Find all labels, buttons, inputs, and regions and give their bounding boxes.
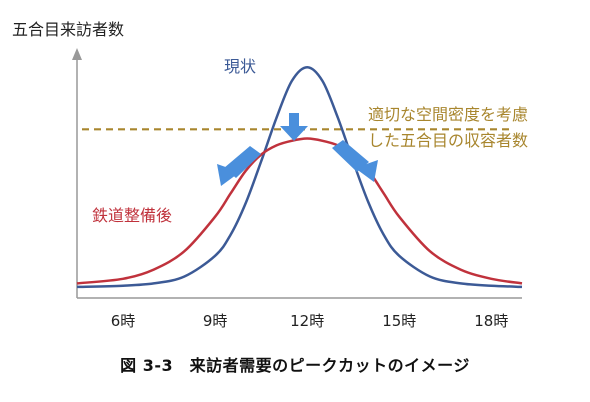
series-current-label: 現状 (224, 57, 256, 76)
reference-annotation-line-2: した五合目の収容者数 (368, 131, 528, 150)
y-axis-arrowhead (72, 48, 82, 60)
x-tick-label: 9時 (203, 312, 228, 330)
series-current-line (76, 65, 523, 289)
y-axis-label: 五合目来訪者数 (12, 20, 124, 39)
series-after-railway-label: 鉄道整備後 (92, 206, 172, 225)
reference-annotation-line-1: 適切な空間密度を考慮 (368, 105, 528, 124)
x-tick-label: 18時 (474, 312, 508, 330)
arrow-down-left-icon (217, 146, 261, 186)
x-tick-label: 12時 (290, 312, 324, 330)
figure-caption: 図 3-3 来訪者需要のピークカットのイメージ (120, 356, 470, 375)
arrow-down-icon (280, 113, 308, 141)
chart: 五合目来訪者数 適切な空間密度を考慮 した五合目の収容者数 現状 鉄道整備後 6… (12, 20, 528, 330)
x-tick-label: 15時 (382, 312, 416, 330)
x-tick-label: 6時 (111, 312, 136, 330)
arrow-down-right-icon (332, 140, 378, 182)
series-after-railway-line (76, 137, 523, 285)
